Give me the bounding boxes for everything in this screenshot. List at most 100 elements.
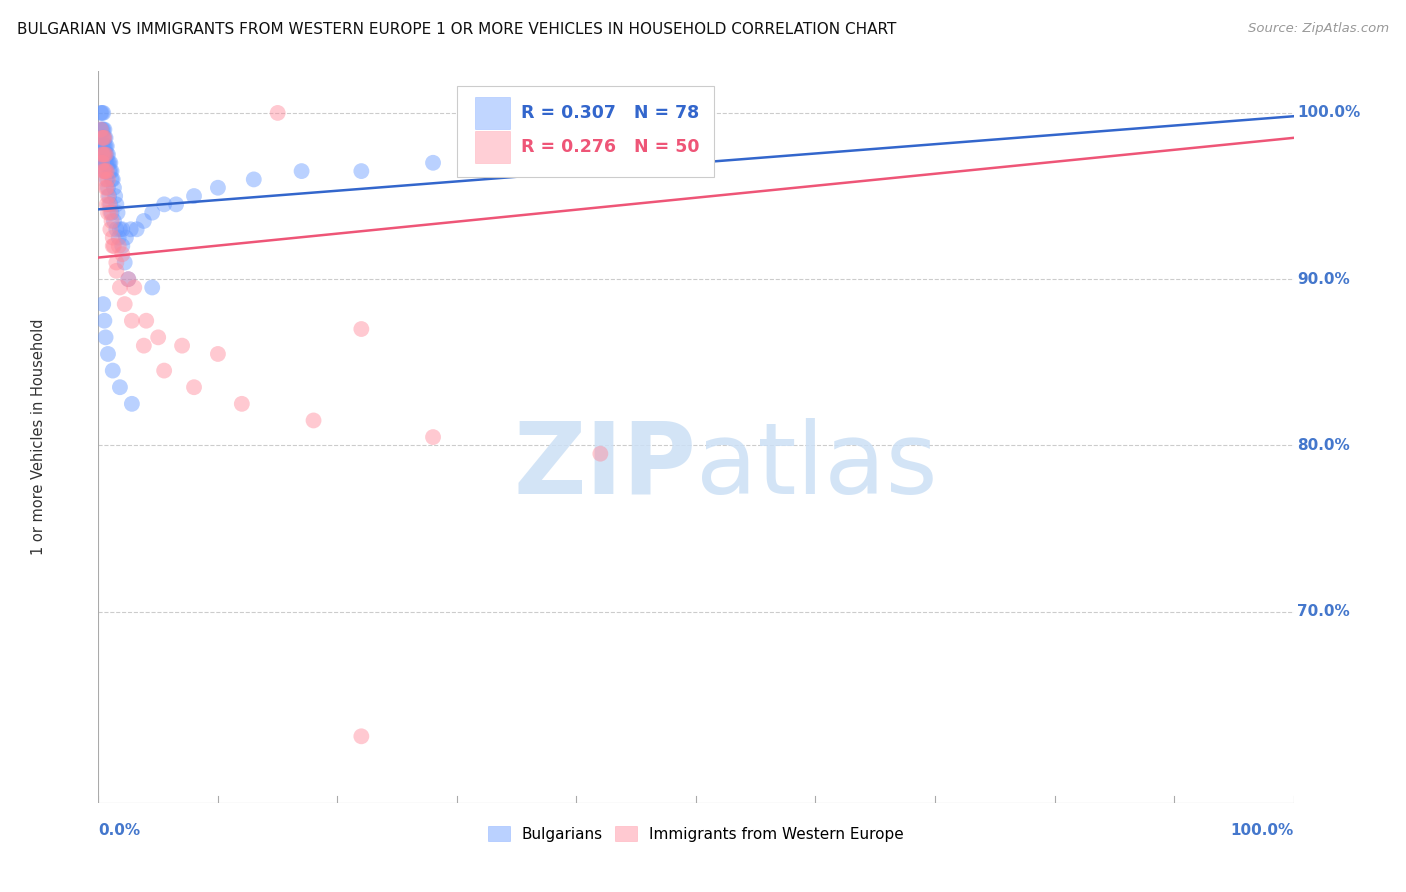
Point [91,147,114,161]
Point [91,131,114,145]
Point [132,214,155,228]
Point [100,164,122,178]
Point [96,164,118,178]
Point [101,363,124,377]
Point [100,214,122,228]
Point [589,447,612,461]
Point [98,189,121,203]
Point [111,239,134,253]
Point [93,131,115,145]
Point [103,180,125,194]
Point [93,147,115,161]
Text: 0.0%: 0.0% [98,822,141,838]
Point [183,189,205,203]
Point [93,122,115,136]
Point [98,164,122,178]
Point [207,180,229,194]
Point [93,147,115,161]
Text: 80.0%: 80.0% [1298,438,1350,453]
Point [94,147,117,161]
Point [94,147,117,161]
Point [105,255,128,269]
Point [94,131,117,145]
Point [91,139,114,153]
Point [105,264,128,278]
Point [101,239,124,253]
Point [107,230,129,244]
Point [115,230,138,244]
Point [96,197,118,211]
Point [94,155,117,169]
Point [97,147,120,161]
Text: ZIP: ZIP [513,417,696,515]
Point [93,131,115,145]
Point [98,155,121,169]
Point [207,347,229,361]
Point [125,222,148,236]
Point [98,197,122,211]
Point [121,314,143,328]
Point [91,131,114,145]
Point [183,380,205,394]
Point [172,338,194,352]
Point [121,397,143,411]
Point [98,164,121,178]
Point [103,214,125,228]
Point [90,122,112,136]
Point [90,106,112,120]
Point [117,272,139,286]
Point [96,180,118,194]
Point [105,197,128,211]
Point [97,172,120,186]
Point [108,280,131,294]
Point [101,230,124,244]
Point [148,330,170,344]
Point [350,164,373,178]
Point [111,222,134,236]
Point [91,297,114,311]
Point [91,147,114,161]
Point [350,322,373,336]
Point [91,131,114,145]
Point [96,139,118,153]
Point [91,122,114,136]
Text: 1 or more Vehicles in Household: 1 or more Vehicles in Household [31,318,46,556]
Point [105,222,128,236]
Point [93,164,115,178]
Point [506,147,529,161]
Text: BULGARIAN VS IMMIGRANTS FROM WESTERN EUROPE 1 OR MORE VEHICLES IN HOUSEHOLD CORR: BULGARIAN VS IMMIGRANTS FROM WESTERN EUR… [17,22,896,37]
Point [94,139,117,153]
Point [153,197,176,211]
Point [96,147,118,161]
Point [94,164,117,178]
Point [111,247,134,261]
Point [91,131,114,145]
Point [117,272,139,286]
Point [291,164,314,178]
Text: 100.0%: 100.0% [1230,822,1294,838]
Point [90,122,112,136]
Point [108,380,131,394]
Point [91,122,114,136]
Point [153,363,176,377]
Text: Source: ZipAtlas.com: Source: ZipAtlas.com [1249,22,1389,36]
Point [98,155,122,169]
Point [91,106,114,120]
Point [93,139,115,153]
Point [114,255,136,269]
Point [120,222,142,236]
Point [350,729,373,743]
Point [94,155,117,169]
FancyBboxPatch shape [457,86,714,178]
Point [94,330,117,344]
Point [165,197,187,211]
Text: 70.0%: 70.0% [1298,604,1350,619]
Point [97,205,120,219]
Point [93,147,115,161]
Point [302,413,325,427]
Point [104,189,127,203]
Point [98,197,121,211]
Point [141,205,163,219]
Point [91,155,114,169]
Point [132,338,155,352]
